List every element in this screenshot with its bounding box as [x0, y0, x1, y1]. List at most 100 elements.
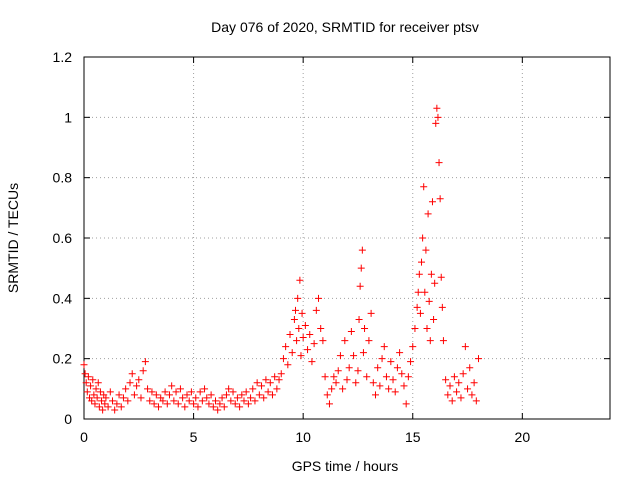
data-point [330, 373, 338, 381]
data-point [468, 391, 476, 399]
data-point [355, 315, 363, 323]
data-point [146, 397, 154, 405]
data-point [296, 276, 304, 284]
data-point [450, 373, 458, 381]
data-point [163, 400, 171, 408]
y-tick-label: 0 [64, 411, 72, 427]
data-point [418, 258, 426, 266]
data-point [159, 397, 167, 405]
data-point [336, 352, 344, 360]
data-point [260, 394, 268, 402]
data-point [312, 306, 320, 314]
data-point [400, 382, 408, 390]
data-point [325, 400, 333, 408]
data-point [244, 400, 252, 408]
data-point [350, 352, 358, 360]
chart-title: Day 076 of 2020, SRMTID for receiver pts… [211, 19, 479, 35]
data-point [80, 361, 88, 369]
y-tick-label: 1 [64, 109, 72, 125]
data-point [201, 385, 209, 393]
data-point [367, 309, 375, 317]
data-point [356, 282, 364, 290]
plot-frame [83, 56, 611, 420]
data-point [92, 385, 100, 393]
data-point [425, 297, 433, 305]
x-tick-label: 20 [515, 429, 531, 445]
data-point [453, 388, 461, 396]
data-point [130, 391, 138, 399]
x-tick-label: 15 [405, 429, 421, 445]
data-point [141, 358, 149, 366]
y-tick-label: 0.4 [53, 290, 73, 306]
data-point [439, 337, 447, 345]
data-point [218, 394, 226, 402]
data-point [419, 234, 427, 242]
data-point [286, 331, 294, 339]
data-point [426, 337, 434, 345]
data-point [179, 394, 187, 402]
data-point [84, 373, 92, 381]
data-point [343, 376, 351, 384]
data-point [434, 113, 442, 121]
data-point [82, 379, 90, 387]
data-point [165, 391, 173, 399]
data-point [190, 400, 198, 408]
y-axis-label: SRMTID / TECUs [5, 183, 21, 293]
data-point [214, 406, 222, 414]
data-point [291, 306, 299, 314]
data-point [411, 325, 419, 332]
data-point [385, 385, 393, 393]
data-point [398, 370, 406, 378]
data-point [288, 349, 296, 357]
data-point [91, 400, 99, 408]
data-point [421, 288, 429, 296]
data-point [374, 364, 382, 372]
data-point [361, 325, 369, 332]
data-point [187, 388, 195, 396]
data-point [205, 400, 213, 408]
data-point [253, 379, 261, 387]
data-point [414, 288, 422, 296]
data-point [133, 382, 141, 390]
data-point [294, 294, 302, 302]
data-point [404, 373, 412, 381]
data-point [299, 334, 307, 342]
data-point [90, 391, 98, 399]
x-tick-label: 10 [295, 429, 311, 445]
data-point [137, 394, 145, 402]
data-point [104, 403, 112, 411]
x-tick-label: 5 [190, 429, 198, 445]
data-point [236, 403, 244, 411]
data-point [380, 343, 388, 351]
data-point [271, 373, 279, 381]
y-tick-label: 1.2 [53, 49, 73, 65]
data-point [293, 337, 301, 345]
data-point [298, 309, 306, 317]
data-point [387, 358, 395, 366]
data-point [328, 385, 336, 393]
data-point [101, 400, 109, 408]
data-point [96, 388, 104, 396]
data-point [240, 397, 248, 405]
data-point [427, 270, 435, 278]
data-point [93, 394, 101, 402]
data-point [161, 388, 169, 396]
y-tick-label: 0.8 [53, 170, 73, 186]
grid [84, 57, 610, 419]
data-point [231, 400, 239, 408]
data-point [273, 385, 281, 393]
data-point [251, 397, 259, 405]
data-point [438, 303, 446, 311]
data-point [466, 364, 474, 372]
data-point [229, 388, 237, 396]
data-point [216, 400, 224, 408]
data-point [304, 346, 312, 354]
data-point [238, 391, 246, 399]
data-point [108, 397, 116, 405]
data-point [124, 397, 132, 405]
data-point [422, 246, 430, 254]
data-point [354, 367, 362, 375]
data-point [268, 391, 276, 399]
data-point [332, 379, 340, 387]
data-point [266, 379, 274, 387]
